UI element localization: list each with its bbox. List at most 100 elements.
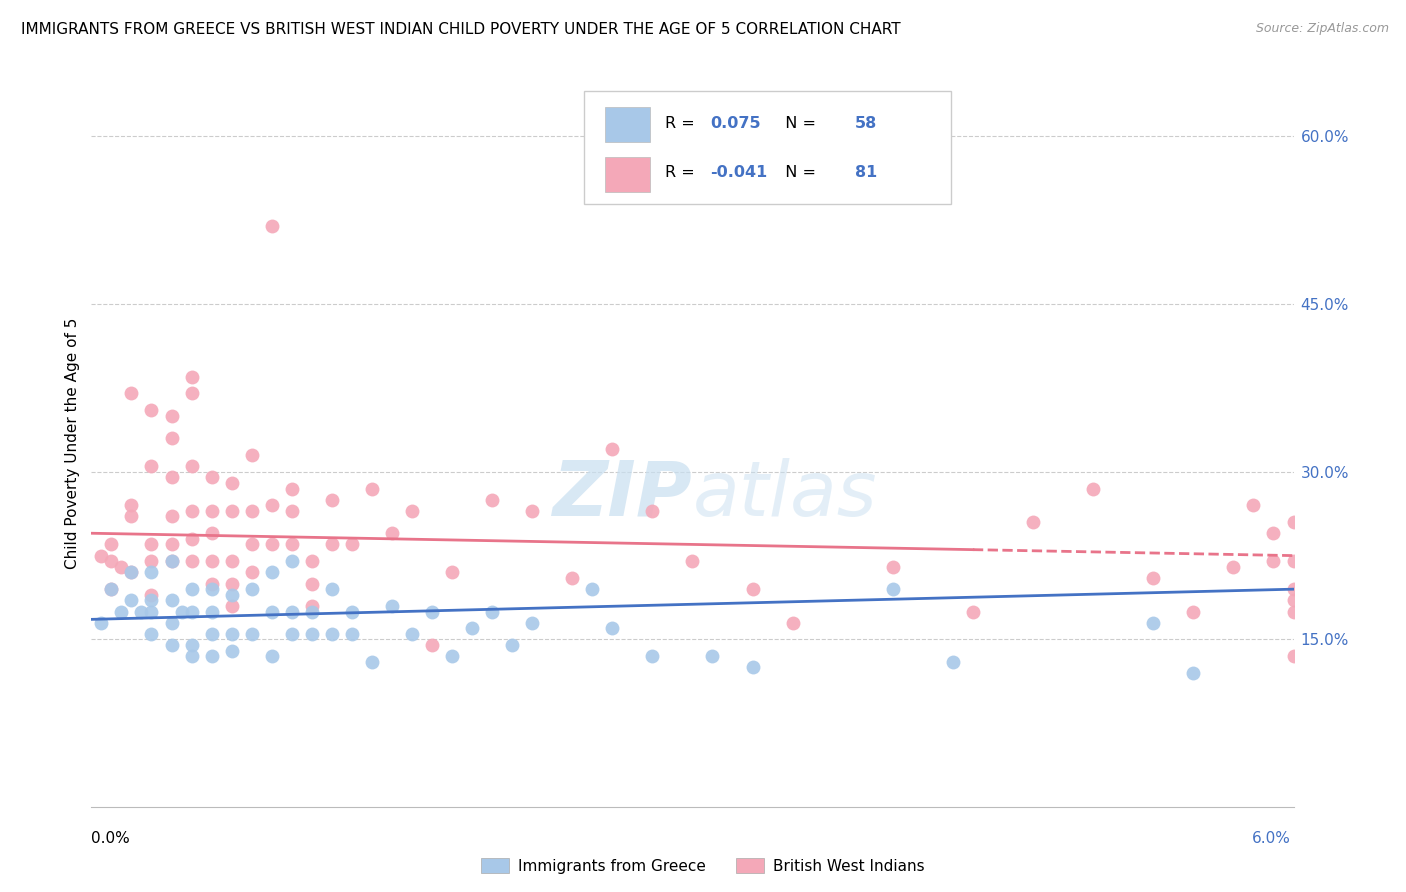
Point bbox=[141, 588, 163, 602]
Point bbox=[221, 588, 243, 602]
Point bbox=[1282, 593, 1305, 607]
Point bbox=[201, 554, 224, 568]
Point bbox=[340, 537, 363, 551]
Point bbox=[201, 526, 224, 541]
Point bbox=[420, 638, 443, 652]
Point bbox=[90, 549, 112, 563]
Point bbox=[321, 537, 343, 551]
Point bbox=[240, 537, 263, 551]
Point bbox=[1282, 605, 1305, 619]
Point bbox=[160, 593, 183, 607]
Point bbox=[281, 627, 304, 641]
Point bbox=[180, 554, 202, 568]
Point bbox=[942, 655, 965, 669]
Point bbox=[121, 509, 143, 524]
Point bbox=[160, 509, 183, 524]
Point bbox=[1282, 515, 1305, 529]
Text: Source: ZipAtlas.com: Source: ZipAtlas.com bbox=[1256, 22, 1389, 36]
Point bbox=[160, 554, 183, 568]
Text: 58: 58 bbox=[855, 116, 877, 131]
Point bbox=[160, 615, 183, 630]
Point bbox=[1022, 515, 1045, 529]
Point bbox=[100, 582, 122, 597]
Point bbox=[141, 537, 163, 551]
Text: 81: 81 bbox=[855, 165, 877, 180]
Point bbox=[121, 566, 143, 580]
Point bbox=[180, 605, 202, 619]
Point bbox=[1142, 571, 1164, 585]
Point bbox=[121, 386, 143, 401]
Point bbox=[882, 559, 904, 574]
Point bbox=[381, 526, 404, 541]
Point bbox=[100, 582, 122, 597]
Point bbox=[110, 605, 132, 619]
Point bbox=[260, 566, 283, 580]
Point bbox=[160, 409, 183, 423]
Point bbox=[1263, 526, 1285, 541]
Point bbox=[201, 504, 224, 518]
FancyBboxPatch shape bbox=[605, 157, 651, 192]
Point bbox=[240, 627, 263, 641]
Point bbox=[461, 621, 484, 635]
Point bbox=[221, 576, 243, 591]
Text: 0.075: 0.075 bbox=[710, 116, 761, 131]
Text: N =: N = bbox=[775, 165, 821, 180]
Point bbox=[641, 504, 664, 518]
Point bbox=[100, 554, 122, 568]
Point bbox=[281, 605, 304, 619]
Text: R =: R = bbox=[665, 165, 700, 180]
Point bbox=[201, 649, 224, 664]
Point bbox=[240, 448, 263, 462]
Point bbox=[281, 482, 304, 496]
Point bbox=[221, 643, 243, 657]
Point bbox=[260, 537, 283, 551]
Point bbox=[180, 504, 202, 518]
Point bbox=[240, 504, 263, 518]
Point bbox=[100, 537, 122, 551]
Point bbox=[180, 638, 202, 652]
Point bbox=[221, 504, 243, 518]
Point bbox=[520, 504, 543, 518]
Point bbox=[301, 605, 323, 619]
Point bbox=[602, 442, 624, 457]
Point bbox=[1142, 615, 1164, 630]
Point bbox=[301, 554, 323, 568]
Point bbox=[141, 593, 163, 607]
Point bbox=[221, 475, 243, 490]
Point bbox=[882, 582, 904, 597]
Point bbox=[160, 431, 183, 445]
Point bbox=[260, 498, 283, 512]
Point bbox=[201, 627, 224, 641]
Point bbox=[520, 615, 543, 630]
Point bbox=[581, 582, 603, 597]
Point bbox=[201, 576, 224, 591]
Point bbox=[160, 537, 183, 551]
Point bbox=[360, 482, 382, 496]
Point bbox=[440, 566, 463, 580]
Text: -0.041: -0.041 bbox=[710, 165, 768, 180]
Point bbox=[401, 627, 423, 641]
Point bbox=[141, 554, 163, 568]
Point bbox=[602, 621, 624, 635]
Point bbox=[121, 566, 143, 580]
Point bbox=[1222, 559, 1244, 574]
Point bbox=[180, 369, 202, 384]
Point bbox=[1083, 482, 1105, 496]
Point bbox=[481, 605, 503, 619]
Point bbox=[260, 649, 283, 664]
Point bbox=[962, 605, 984, 619]
Point bbox=[301, 627, 323, 641]
Point bbox=[281, 537, 304, 551]
Point bbox=[180, 459, 202, 474]
Point bbox=[381, 599, 404, 613]
Point bbox=[131, 605, 153, 619]
Point bbox=[481, 492, 503, 507]
Point bbox=[681, 554, 703, 568]
Point bbox=[782, 615, 804, 630]
Point bbox=[160, 638, 183, 652]
Point bbox=[260, 605, 283, 619]
Point bbox=[141, 403, 163, 417]
Point bbox=[221, 627, 243, 641]
Point bbox=[561, 571, 583, 585]
Text: 0.0%: 0.0% bbox=[91, 831, 131, 846]
